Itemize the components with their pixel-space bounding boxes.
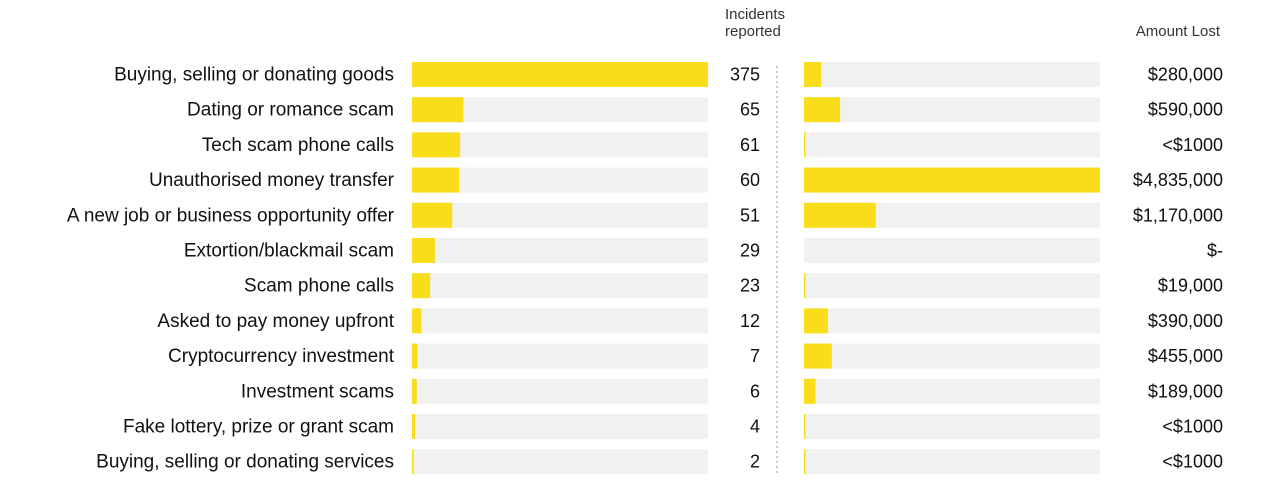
amount-bar bbox=[804, 62, 822, 87]
incidents-value: 6 bbox=[750, 381, 760, 401]
amount-value: <$1000 bbox=[1162, 135, 1223, 155]
category-label: A new job or business opportunity offer bbox=[67, 205, 395, 226]
amount-bar bbox=[804, 273, 806, 299]
amount-bar bbox=[804, 132, 806, 158]
incidents-bar-track bbox=[412, 414, 708, 439]
amount-value: <$1000 bbox=[1162, 417, 1223, 437]
amount-value: $590,000 bbox=[1148, 100, 1223, 120]
amount-bar-track bbox=[804, 238, 1100, 263]
amount-lost-header: Amount Lost bbox=[1136, 23, 1221, 40]
incidents-bar bbox=[412, 132, 461, 158]
category-label: Asked to pay money upfront bbox=[157, 311, 394, 332]
amount-bar bbox=[804, 308, 828, 334]
incidents-value: 375 bbox=[730, 65, 760, 85]
amount-value: $280,000 bbox=[1148, 65, 1223, 85]
amount-value: $4,835,000 bbox=[1133, 170, 1223, 190]
incidents-value: 60 bbox=[740, 170, 760, 190]
amount-bar-track bbox=[804, 308, 1100, 334]
incidents-bar bbox=[412, 202, 453, 228]
incidents-header-line1: Incidents bbox=[725, 6, 785, 23]
incidents-value: 23 bbox=[740, 276, 760, 296]
incidents-bar-track bbox=[412, 308, 708, 334]
incidents-value: 65 bbox=[740, 100, 760, 120]
amount-bar bbox=[804, 414, 806, 439]
incidents-bar-track bbox=[412, 378, 708, 404]
amount-bar-track bbox=[804, 449, 1100, 475]
incidents-bar bbox=[412, 308, 422, 334]
incidents-value: 7 bbox=[750, 346, 760, 366]
incidents-bar bbox=[412, 414, 416, 439]
category-label: Buying, selling or donating goods bbox=[114, 65, 394, 86]
category-label: Scam phone calls bbox=[244, 276, 394, 297]
amount-bar bbox=[804, 202, 876, 228]
incidents-bar bbox=[412, 378, 417, 404]
amount-value: <$1000 bbox=[1162, 452, 1223, 472]
incidents-bar-track bbox=[412, 132, 708, 158]
amount-bar-track bbox=[804, 343, 1100, 369]
amount-value: $390,000 bbox=[1148, 311, 1223, 331]
incidents-bar-track bbox=[412, 449, 708, 475]
incidents-bar bbox=[412, 238, 435, 263]
category-label: Tech scam phone calls bbox=[202, 135, 394, 156]
amount-value: $455,000 bbox=[1148, 346, 1223, 366]
incidents-value: 2 bbox=[750, 452, 760, 472]
amount-bar-track bbox=[804, 414, 1100, 439]
amount-value: $189,000 bbox=[1148, 381, 1223, 401]
category-label: Cryptocurrency investment bbox=[168, 346, 395, 367]
amount-bar-track bbox=[804, 378, 1100, 404]
incidents-bar-track bbox=[412, 167, 708, 193]
amount-bar bbox=[804, 97, 841, 123]
amount-bar bbox=[804, 167, 1100, 193]
category-label: Fake lottery, prize or grant scam bbox=[123, 417, 394, 438]
category-label: Investment scams bbox=[241, 381, 394, 402]
incidents-value: 51 bbox=[740, 205, 760, 225]
amount-bar bbox=[804, 449, 806, 475]
category-label: Unauthorised money transfer bbox=[149, 170, 395, 191]
incidents-bar-track bbox=[412, 343, 708, 369]
category-label: Extortion/blackmail scam bbox=[184, 241, 394, 262]
incidents-value: 29 bbox=[740, 241, 760, 261]
amount-value: $- bbox=[1207, 241, 1223, 261]
amount-bar-track bbox=[804, 97, 1100, 123]
incidents-value: 4 bbox=[750, 417, 760, 437]
amount-bar-track bbox=[804, 132, 1100, 158]
incidents-bar-track bbox=[412, 273, 708, 299]
amount-bar bbox=[804, 378, 816, 404]
amount-bar bbox=[804, 343, 832, 369]
amount-value: $1,170,000 bbox=[1133, 205, 1223, 225]
amount-bar-track bbox=[804, 273, 1100, 299]
amount-bar-track bbox=[804, 62, 1100, 87]
category-label: Buying, selling or donating services bbox=[96, 452, 394, 473]
incidents-value: 12 bbox=[740, 311, 760, 331]
incidents-bar bbox=[412, 167, 460, 193]
incidents-value: 61 bbox=[740, 135, 760, 155]
incidents-bar bbox=[412, 62, 708, 87]
incidents-header-line2: reported bbox=[725, 23, 781, 40]
incidents-bar bbox=[412, 343, 418, 369]
incidents-bar bbox=[412, 273, 431, 299]
category-label: Dating or romance scam bbox=[187, 100, 394, 121]
incidents-bar bbox=[412, 449, 414, 475]
amount-value: $19,000 bbox=[1158, 276, 1223, 296]
incidents-bar-track bbox=[412, 202, 708, 228]
incidents-bar-track bbox=[412, 238, 708, 263]
incidents-bar bbox=[412, 97, 464, 123]
